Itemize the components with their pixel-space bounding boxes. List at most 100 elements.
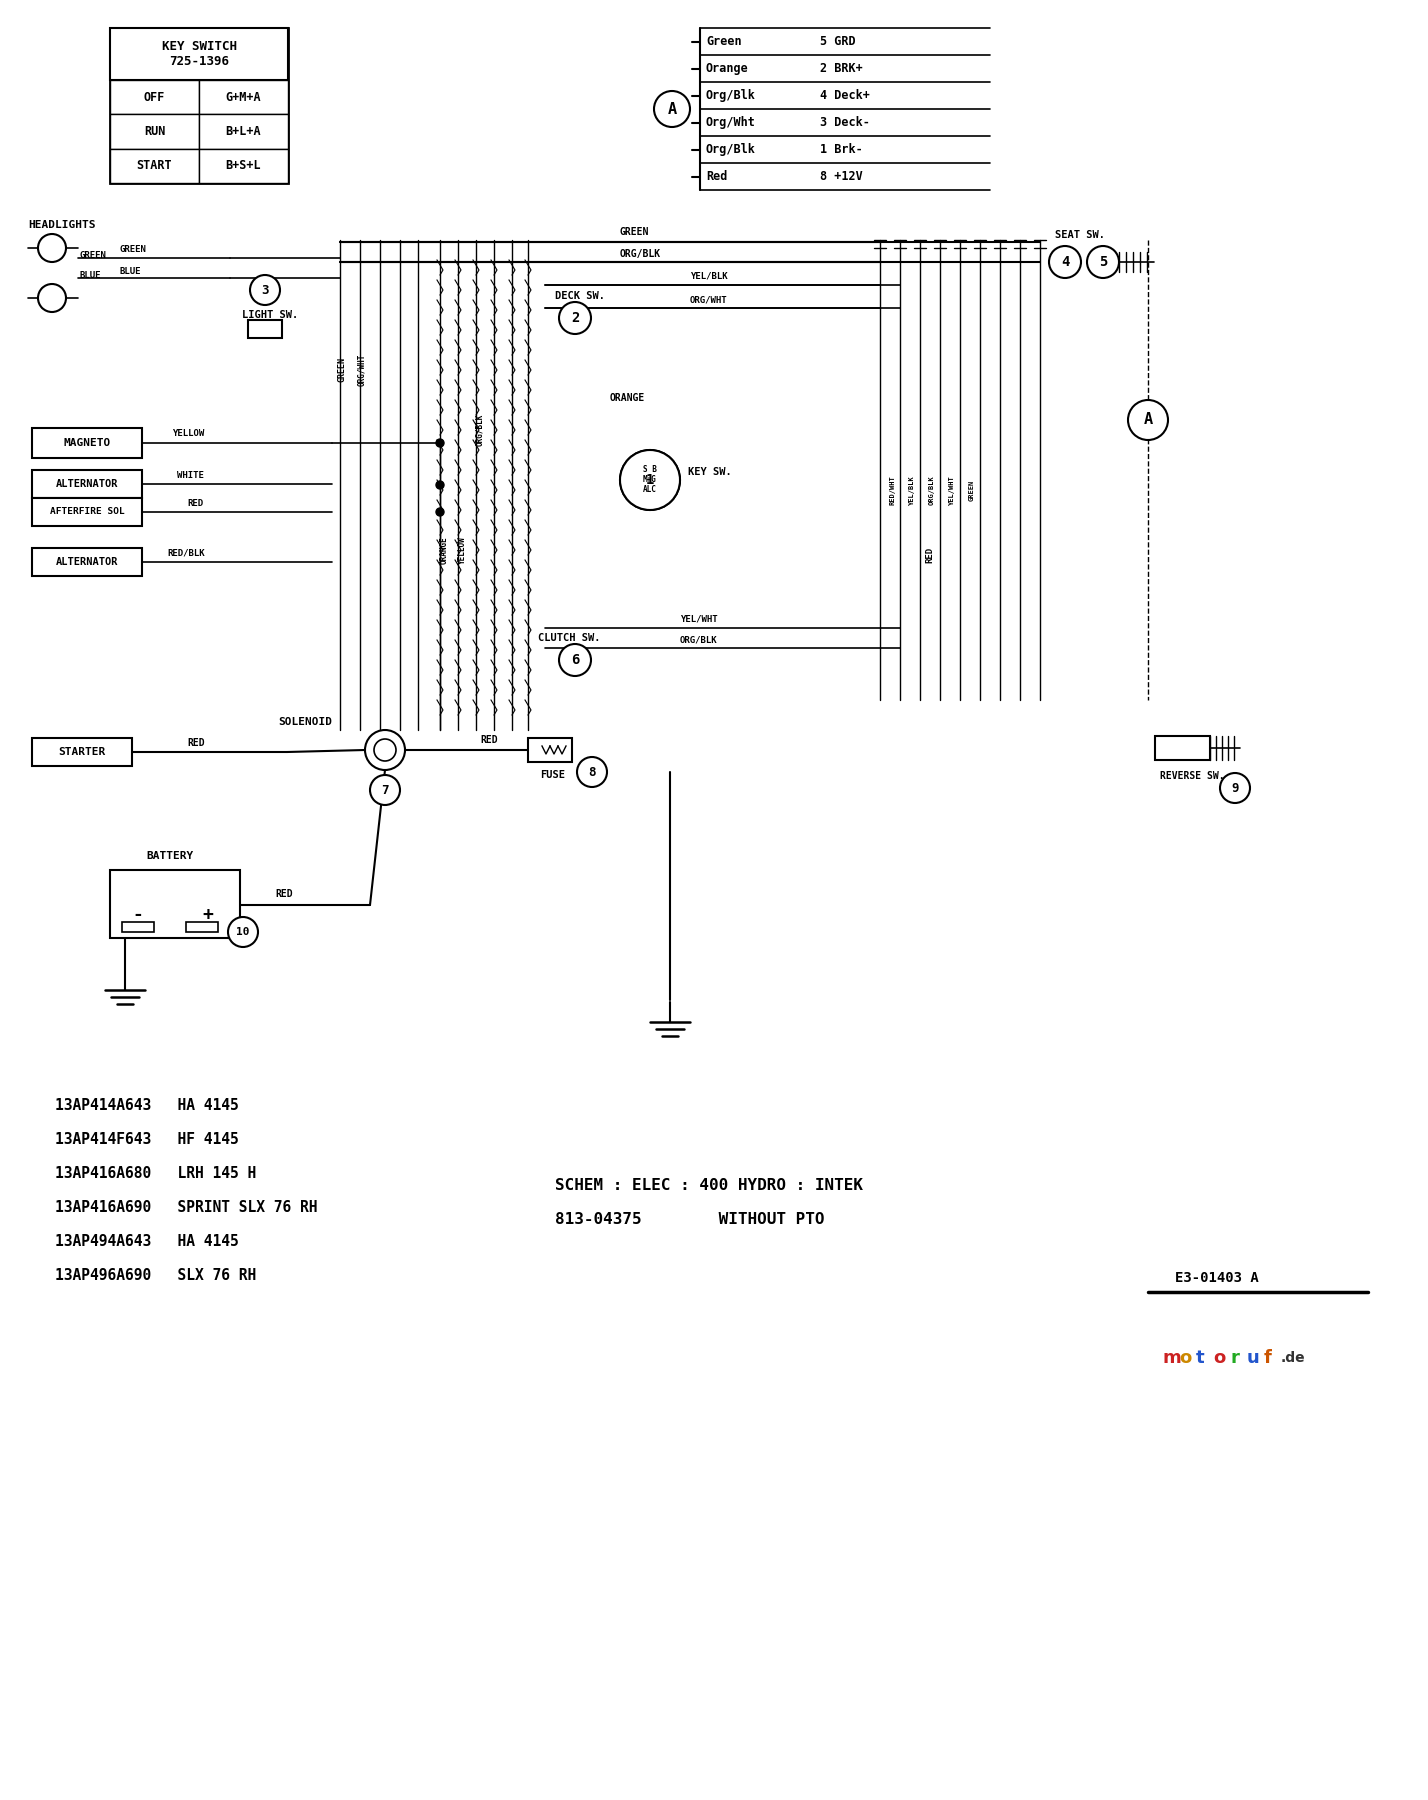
- Text: G+M+A: G+M+A: [226, 90, 261, 104]
- Text: LIGHT SW.: LIGHT SW.: [241, 310, 298, 320]
- Text: S B: S B: [643, 466, 657, 475]
- Text: RED: RED: [276, 889, 293, 898]
- Text: DECK SW.: DECK SW.: [555, 292, 605, 301]
- Circle shape: [620, 450, 680, 509]
- Text: CLUTCH SW.: CLUTCH SW.: [538, 634, 601, 643]
- Text: 13AP414F643   HF 4145: 13AP414F643 HF 4145: [56, 1132, 238, 1147]
- Bar: [198, 79, 288, 115]
- Text: ORG/WHT: ORG/WHT: [690, 295, 728, 304]
- Text: 7: 7: [381, 783, 388, 796]
- Text: 4 Deck+: 4 Deck+: [820, 88, 870, 103]
- Text: Green: Green: [705, 34, 741, 49]
- Text: 13AP494A643   HA 4145: 13AP494A643 HA 4145: [56, 1233, 238, 1249]
- Text: f: f: [1264, 1348, 1272, 1366]
- Bar: [110, 869, 240, 938]
- Text: o: o: [1180, 1348, 1191, 1366]
- Bar: [110, 29, 288, 184]
- Text: 3: 3: [261, 283, 268, 297]
- Text: .de: .de: [1281, 1352, 1305, 1364]
- Text: BATTERY: BATTERY: [147, 851, 194, 860]
- Text: YEL/BLK: YEL/BLK: [690, 272, 728, 281]
- Text: GREEN: GREEN: [337, 358, 347, 383]
- Text: Org/Blk: Org/Blk: [705, 142, 755, 157]
- Text: 5 GRD: 5 GRD: [820, 34, 855, 49]
- Text: u: u: [1247, 1348, 1259, 1366]
- Text: KEY SW.: KEY SW.: [688, 466, 731, 477]
- Text: GREEN: GREEN: [620, 227, 650, 238]
- Circle shape: [620, 450, 680, 509]
- Text: WHITE: WHITE: [177, 470, 204, 479]
- Text: GREEN: GREEN: [970, 479, 975, 500]
- Circle shape: [370, 776, 400, 805]
- Circle shape: [366, 731, 406, 770]
- Circle shape: [39, 284, 66, 311]
- Bar: [110, 79, 198, 115]
- Text: A: A: [1144, 412, 1152, 428]
- Bar: [528, 738, 573, 761]
- Text: BLUE: BLUE: [80, 270, 101, 279]
- Text: MAGNETO: MAGNETO: [63, 437, 110, 448]
- Text: YEL/WHT: YEL/WHT: [680, 614, 718, 623]
- Circle shape: [1050, 247, 1081, 277]
- Circle shape: [558, 302, 591, 335]
- Text: BLUE: BLUE: [120, 268, 141, 277]
- Text: SCHEM : ELEC : 400 HYDRO : INTEK: SCHEM : ELEC : 400 HYDRO : INTEK: [555, 1177, 863, 1192]
- Circle shape: [250, 275, 280, 304]
- Text: 1 Brk-: 1 Brk-: [820, 142, 863, 157]
- Circle shape: [436, 439, 444, 446]
- Text: +: +: [203, 905, 213, 923]
- Text: ORG/BLK: ORG/BLK: [620, 248, 661, 259]
- Circle shape: [558, 644, 591, 677]
- Text: YELLOW: YELLOW: [457, 536, 467, 563]
- Text: Red: Red: [705, 169, 727, 184]
- Text: ORG/BLK: ORG/BLK: [680, 635, 718, 644]
- Text: 2 BRK+: 2 BRK+: [820, 61, 863, 76]
- Text: 5: 5: [1098, 256, 1107, 268]
- Text: 13AP414A643   HA 4145: 13AP414A643 HA 4145: [56, 1098, 238, 1112]
- Text: r: r: [1230, 1348, 1240, 1366]
- Bar: [110, 115, 198, 149]
- Circle shape: [228, 916, 258, 947]
- Text: RED: RED: [925, 547, 934, 563]
- Text: 13AP496A690   SLX 76 RH: 13AP496A690 SLX 76 RH: [56, 1267, 256, 1282]
- Text: ORG/WHT: ORG/WHT: [357, 355, 367, 387]
- Text: ORANGE: ORANGE: [610, 392, 645, 403]
- Bar: [198, 149, 288, 184]
- Text: YEL/BLK: YEL/BLK: [910, 475, 915, 504]
- Text: AFTERFIRE SOL: AFTERFIRE SOL: [50, 508, 124, 517]
- Circle shape: [39, 234, 66, 263]
- Bar: [110, 29, 288, 79]
- Text: 13AP416A680   LRH 145 H: 13AP416A680 LRH 145 H: [56, 1166, 256, 1181]
- Text: GREEN: GREEN: [80, 250, 107, 259]
- Text: RED/BLK: RED/BLK: [167, 549, 204, 558]
- Text: RED: RED: [480, 734, 497, 745]
- Circle shape: [1220, 772, 1250, 803]
- Text: 10: 10: [236, 927, 250, 938]
- Text: 8 +12V: 8 +12V: [820, 169, 863, 184]
- Text: t: t: [1197, 1348, 1205, 1366]
- Text: M+G: M+G: [643, 475, 657, 484]
- Text: o: o: [1212, 1348, 1225, 1366]
- Text: ORG/BLK: ORG/BLK: [476, 414, 484, 446]
- Text: 8: 8: [588, 765, 595, 778]
- Text: A: A: [667, 101, 677, 117]
- Text: 2: 2: [571, 311, 580, 326]
- Bar: [110, 149, 198, 184]
- Text: B+S+L: B+S+L: [226, 160, 261, 173]
- Text: FUSE: FUSE: [540, 770, 565, 779]
- Text: HEADLIGHTS: HEADLIGHTS: [29, 220, 96, 230]
- Circle shape: [654, 92, 690, 128]
- Bar: [31, 428, 141, 457]
- Text: SEAT SW.: SEAT SW.: [1055, 230, 1105, 239]
- Text: ORANGE: ORANGE: [440, 536, 448, 563]
- Bar: [186, 922, 218, 932]
- Text: 6: 6: [571, 653, 580, 668]
- Bar: [121, 922, 154, 932]
- Text: ALTERNATOR: ALTERNATOR: [56, 556, 119, 567]
- Text: START: START: [137, 160, 173, 173]
- Text: -: -: [133, 905, 143, 923]
- Bar: [248, 320, 281, 338]
- Text: 813-04375        WITHOUT PTO: 813-04375 WITHOUT PTO: [555, 1213, 824, 1228]
- Text: SOLENOID: SOLENOID: [278, 716, 331, 727]
- Text: STARTER: STARTER: [59, 747, 106, 758]
